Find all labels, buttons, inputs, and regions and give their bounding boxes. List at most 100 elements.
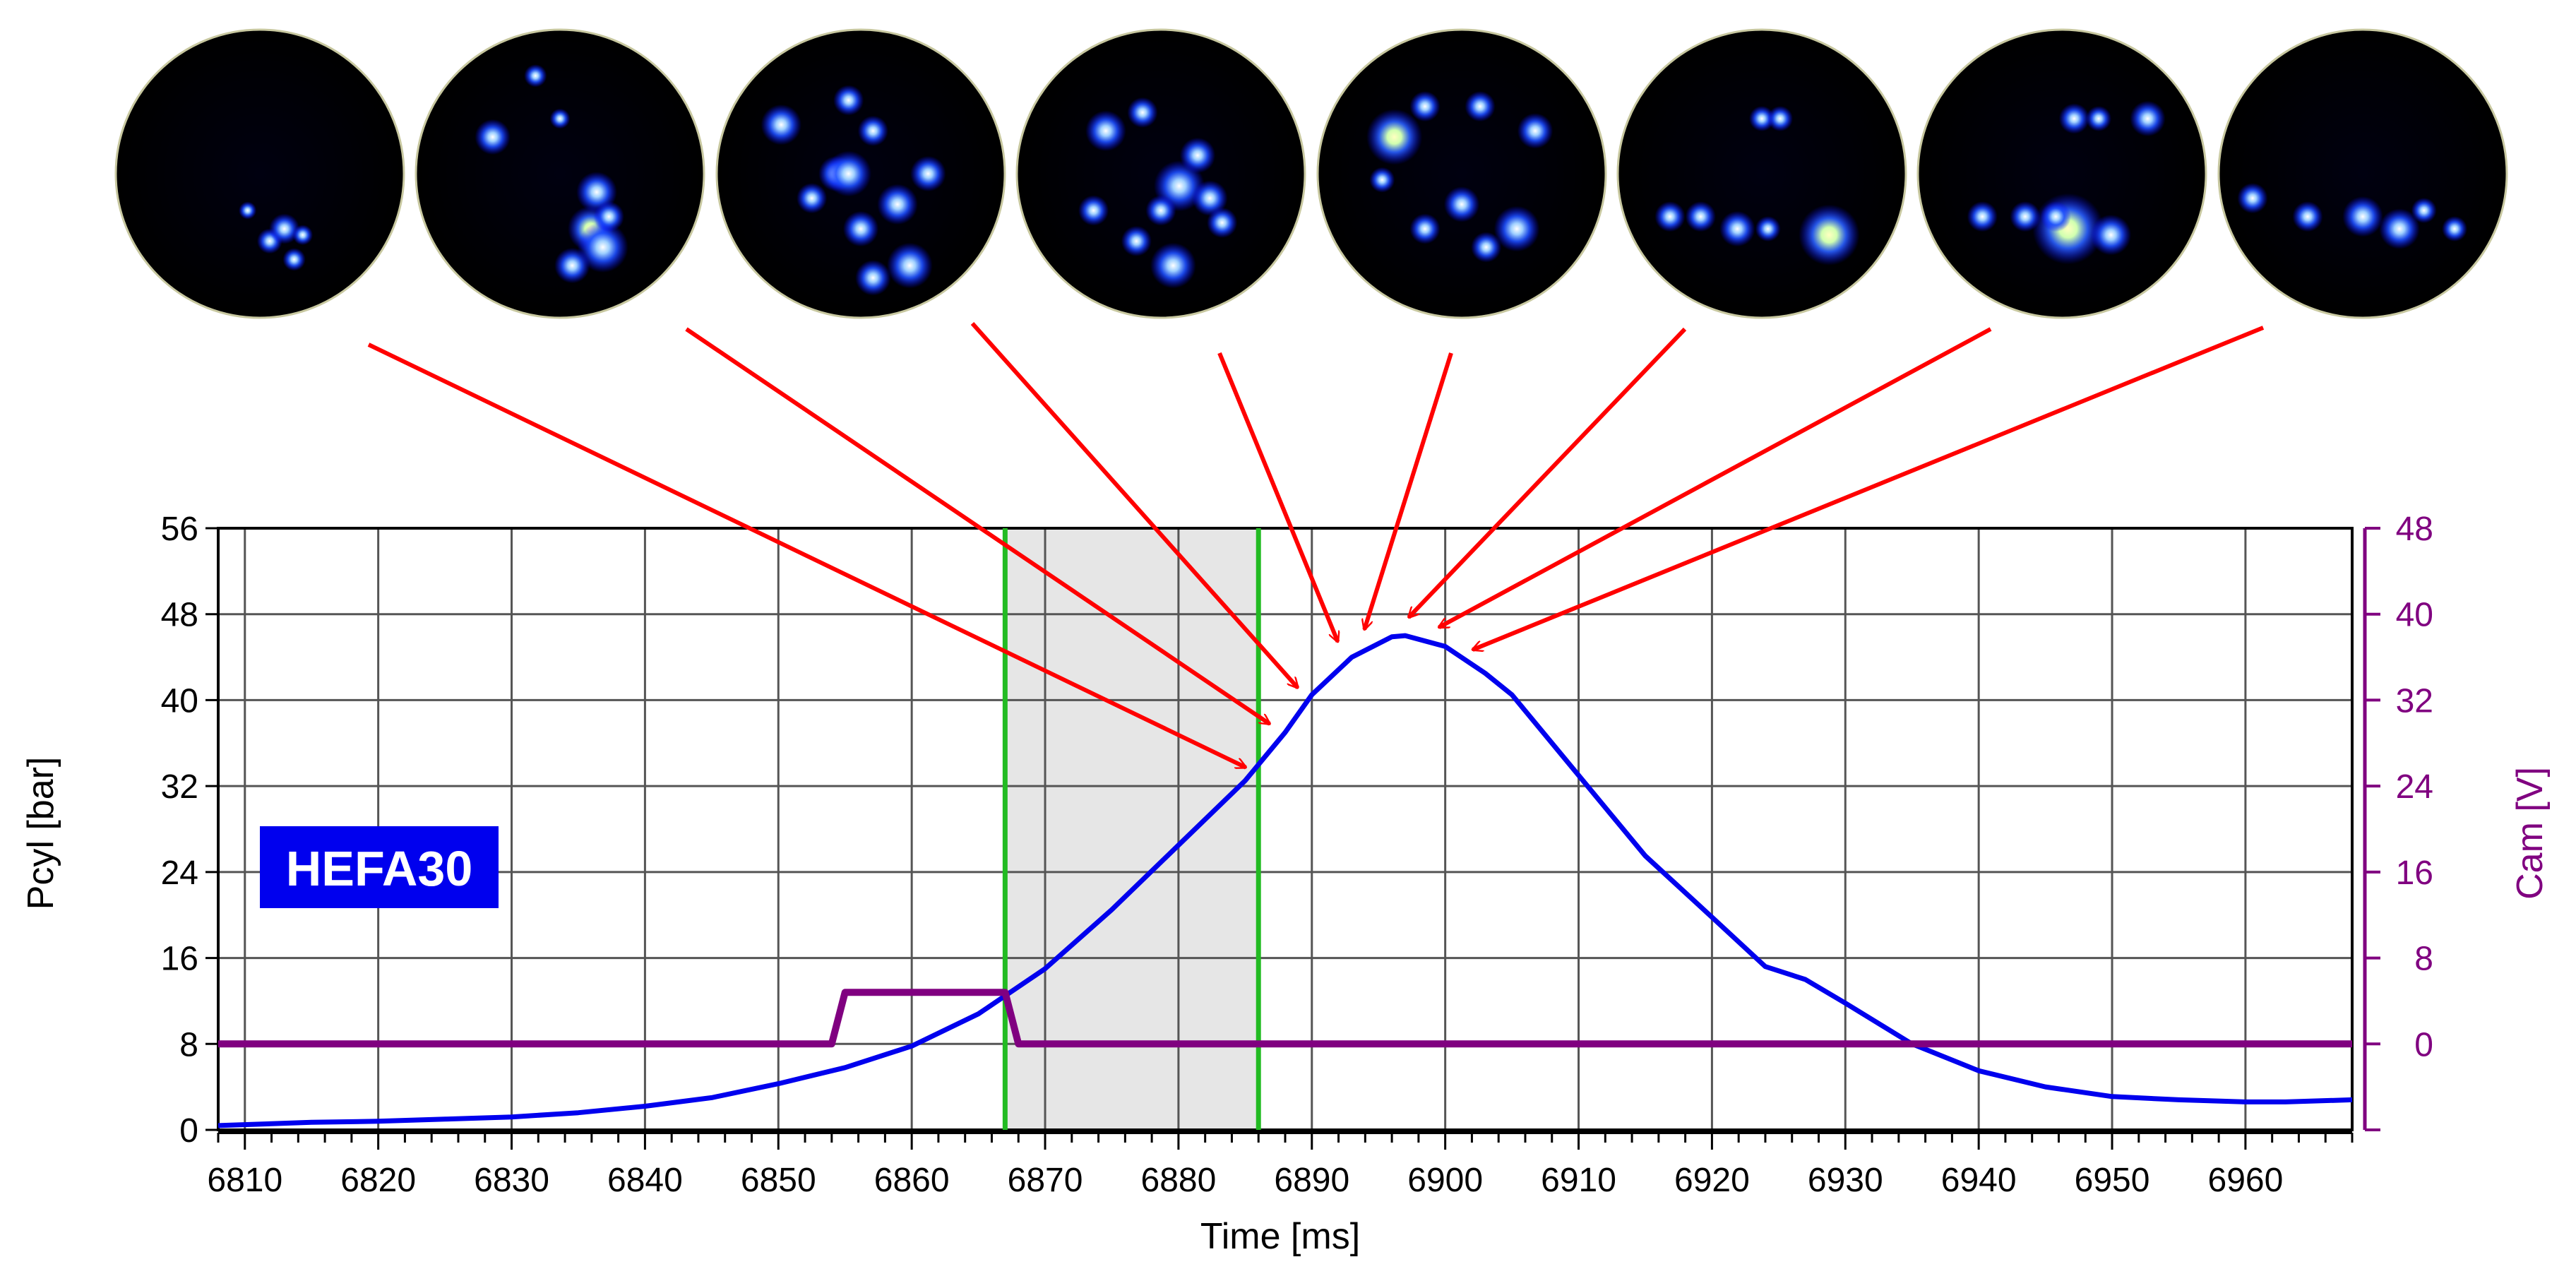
flame-spot (877, 184, 918, 225)
thumbnail-disk (114, 28, 405, 319)
x-tick-label: 6910 (1541, 1162, 1616, 1199)
flame-spot (1767, 105, 1794, 131)
x-tick-label: 6950 (2075, 1162, 2150, 1199)
flame-spot (1493, 205, 1540, 252)
flame-spot (855, 260, 891, 296)
x-tick-label: 6870 (1008, 1162, 1083, 1199)
left-tick-label: 32 (161, 768, 198, 806)
flame-thumbnail-6 (1616, 28, 1907, 319)
flame-spot (2130, 100, 2166, 137)
flame-thumbnail-8 (2217, 28, 2508, 319)
right-tick-label: 0 (2414, 1026, 2433, 1064)
flame-spot (825, 150, 872, 197)
flame-spot (475, 119, 511, 155)
flame-thumbnail-1 (114, 28, 405, 319)
flame-spot (833, 85, 864, 116)
flame-spot (1366, 109, 1423, 165)
flame-spot (1127, 97, 1158, 128)
thumbnail-disk (1316, 28, 1607, 319)
x-tick-label: 6850 (741, 1162, 816, 1199)
flame-spot (1078, 195, 1109, 226)
flame-spot (1471, 232, 1502, 263)
flame-spot (1150, 242, 1196, 289)
fuel-badge-label: HEFA30 (286, 841, 473, 896)
thumbnail-disk (1916, 28, 2207, 319)
fuel-badge: HEFA30 (260, 826, 499, 908)
flame-spot (1654, 201, 1686, 232)
flame-spot (1085, 110, 1126, 152)
x-tick-label: 6880 (1141, 1162, 1217, 1199)
plot-frame (217, 527, 2354, 1131)
flame-spot (842, 210, 879, 247)
flame-spot (2090, 214, 2132, 256)
flame-spot (1409, 213, 1441, 244)
flame-spot (1719, 210, 1755, 247)
x-tick-label: 6830 (474, 1162, 549, 1199)
x-tick-label: 6810 (207, 1162, 282, 1199)
left-tick-label: 40 (161, 682, 198, 720)
flame-spot (2086, 105, 2112, 131)
flame-spot (1685, 201, 1716, 232)
flame-spot (2442, 216, 2468, 242)
thumbnail-disk (415, 28, 705, 319)
timing-arrow-5 (1364, 352, 1453, 629)
right-tick-label: 24 (2396, 768, 2433, 806)
left-y-axis: 0 8 16 24 32 40 48 56 (161, 511, 218, 1150)
flame-spot (239, 201, 257, 220)
x-tick-label: 6840 (607, 1162, 683, 1199)
flame-thumbnail-2 (415, 28, 705, 319)
right-y-axis-title: Cam [V] (2510, 767, 2551, 900)
right-tick-label: 48 (2396, 511, 2433, 548)
flame-spot (1517, 113, 1554, 149)
x-axis-title: Time [ms] (1200, 1216, 1360, 1257)
grid-lines (218, 527, 2352, 1131)
left-tick-label: 24 (161, 854, 198, 892)
flame-spot (1755, 216, 1781, 242)
flame-spot (1121, 225, 1152, 256)
x-tick-label: 6940 (1941, 1162, 2017, 1199)
x-tick-label: 6820 (340, 1162, 416, 1199)
x-tick-label: 6890 (1274, 1162, 1349, 1199)
flame-spot (1369, 167, 1395, 193)
flame-thumbnail-7 (1916, 28, 2207, 319)
flame-spot (910, 155, 946, 192)
flame-thumbnail-5 (1316, 28, 1607, 319)
flame-spot (554, 247, 590, 284)
flame-thumbnail-3 (715, 28, 1006, 319)
flame-spot (2237, 183, 2268, 214)
timing-arrow-2 (685, 327, 1270, 726)
flame-spot (282, 248, 306, 271)
flame-spot (1443, 186, 1480, 222)
flame-spot (1749, 105, 1775, 131)
timing-arrow-8 (1473, 326, 2265, 650)
right-tick-label: 8 (2414, 941, 2433, 978)
flame-spot (1145, 195, 1176, 226)
x-tick-label: 6900 (1407, 1162, 1483, 1199)
y-axis-title: Pcyl [bar] (20, 757, 61, 910)
flame-spot (797, 183, 828, 214)
injection-window-shade (1005, 528, 1259, 1130)
flame-spot (2379, 208, 2420, 249)
timing-arrow-1 (367, 342, 1246, 770)
left-tick-label: 8 (179, 1026, 198, 1064)
right-tick-label: 40 (2396, 597, 2433, 634)
flame-spot (1409, 91, 1441, 122)
flame-spot (761, 104, 802, 145)
flame-spot (1799, 204, 1860, 266)
flame-spot (886, 242, 933, 289)
timing-arrow-6 (1409, 327, 1687, 617)
flame-spot (1967, 201, 1998, 232)
left-tick-label: 56 (161, 511, 198, 548)
flame-spot (1207, 207, 1238, 238)
right-tick-label: 16 (2396, 854, 2433, 892)
timing-arrow-4 (1217, 352, 1337, 642)
thumbnail-disk (1616, 28, 1907, 319)
flame-spot (2040, 201, 2071, 232)
timing-arrow-7 (1439, 327, 1992, 629)
flame-spot (524, 64, 547, 88)
flame-spot (593, 201, 624, 232)
x-tick-label: 6860 (874, 1162, 950, 1199)
thumbnail-disk (2217, 28, 2508, 319)
flame-spot (1192, 180, 1228, 216)
